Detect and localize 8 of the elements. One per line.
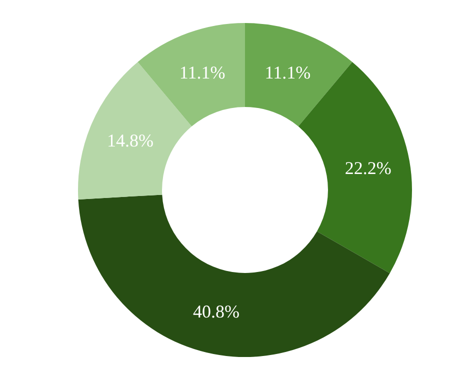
donut-slice — [245, 23, 352, 126]
data-label: 22.2% — [344, 158, 392, 178]
data-label: 11.1% — [264, 62, 311, 83]
donut-slice — [78, 194, 390, 357]
data-label: 40.8% — [192, 302, 240, 322]
data-label: 11.1% — [179, 62, 226, 83]
data-label: 14.8% — [107, 130, 154, 150]
donut-slice — [138, 23, 245, 126]
